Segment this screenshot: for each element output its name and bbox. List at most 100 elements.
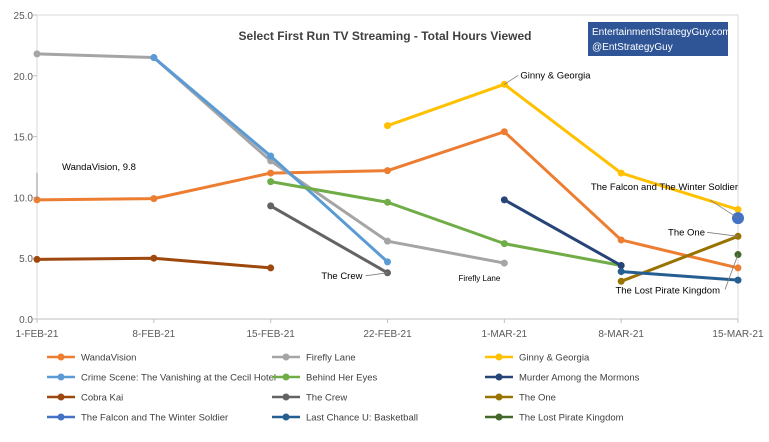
legend-swatch-marker: [282, 353, 290, 361]
data-point: [384, 167, 391, 175]
series-7: [267, 202, 391, 277]
title-area: Select First Run TV Streaming - Total Ho…: [239, 29, 532, 43]
data-point: [617, 277, 625, 285]
data-point: [150, 195, 158, 203]
series-3: [150, 54, 391, 266]
annotation-leader: [504, 74, 519, 85]
data-point: [267, 152, 275, 160]
x-tick-label: 15-MAR-21: [712, 329, 764, 340]
annotation-label: Firefly Lane: [459, 274, 501, 283]
annotation: The One: [668, 227, 739, 238]
legend-label: The Falcon and The Winter Soldier: [81, 413, 228, 424]
data-point: [33, 50, 41, 58]
legend-item: The Crew: [272, 393, 347, 404]
series-5: [500, 196, 625, 269]
data-point: [384, 198, 391, 206]
x-tick-label: 8-MAR-21: [598, 329, 644, 340]
legend-item: Crime Scene: The Vanishing at the Cecil …: [47, 373, 276, 384]
data-point: [500, 259, 508, 267]
data-point: [500, 240, 508, 248]
data-point: [33, 255, 41, 263]
data-point: [617, 169, 625, 177]
y-tick-label: 15.0: [14, 133, 34, 144]
data-point: [617, 236, 625, 244]
data-point: [384, 237, 391, 245]
legend-item: Cobra Kai: [47, 393, 123, 404]
legend-item: WandaVision: [47, 353, 136, 364]
legend-item: Ginny & Georgia: [485, 353, 590, 364]
legend-label: The Lost Pirate Kingdom: [519, 413, 624, 424]
x-tick-label: 22-FEB-21: [363, 329, 412, 340]
series-2: [384, 80, 742, 214]
axes: 0.0 5.0 10.0 15.0 20.0 25.0 1-FEB-21 8-FEB-21 15…: [14, 11, 764, 340]
y-tick-label: 20.0: [14, 72, 34, 83]
legend-label: The Crew: [306, 393, 347, 404]
data-point: [500, 196, 508, 204]
legend-item: The Lost Pirate Kingdom: [485, 413, 624, 424]
annotation-label: The One: [668, 227, 705, 238]
legend-swatch-marker: [57, 353, 65, 361]
legend-item: Firefly Lane: [272, 353, 356, 364]
series-line: [269, 204, 389, 275]
data-point: [267, 202, 275, 210]
legend-swatch-marker: [495, 413, 503, 421]
y-tick-label: 0.0: [19, 315, 33, 326]
legend-label: Crime Scene: The Vanishing at the Cecil …: [81, 373, 276, 384]
annotation: The Lost Pirate Kingdom: [615, 254, 739, 297]
chart-title: Select First Run TV Streaming - Total Ho…: [239, 29, 532, 43]
y-tick-label: 25.0: [14, 11, 34, 22]
series-6: [33, 254, 275, 272]
credit-badge: EntertainmentStrategyGuy.com @EntStrateg…: [588, 22, 731, 56]
legend-swatch-marker: [57, 413, 65, 421]
series-line: [621, 270, 739, 282]
legend-swatch-marker: [495, 353, 503, 361]
y-tick-label: 5.0: [19, 254, 33, 265]
y-tick-label: 10.0: [14, 193, 34, 204]
legend-swatch-marker: [282, 413, 290, 421]
legend-label: Ginny & Georgia: [519, 353, 590, 364]
credit-line-website: EntertainmentStrategyGuy.com: [592, 27, 731, 38]
series-line: [503, 198, 622, 267]
annotation-label: The Falcon and The Winter Soldier: [591, 182, 738, 193]
legend-item: The Falcon and The Winter Soldier: [47, 413, 228, 424]
legend-label: Last Chance U: Basketball: [306, 413, 418, 424]
data-point: [617, 261, 625, 269]
annotation: WandaVision, 9.8: [36, 162, 136, 200]
legend-label: Murder Among the Mormons: [519, 373, 640, 384]
annotation-label: The Lost Pirate Kingdom: [615, 286, 720, 297]
legend-label: Firefly Lane: [306, 353, 356, 364]
annotation-label: Ginny & Georgia: [520, 70, 591, 81]
legend-item: Behind Her Eyes: [272, 373, 378, 384]
data-point: [384, 258, 391, 266]
series-line: [386, 82, 739, 211]
legend-label: Cobra Kai: [81, 393, 123, 404]
annotation: The Crew: [321, 271, 388, 282]
legend-label: WandaVision: [81, 353, 136, 364]
legend-label: Behind Her Eyes: [306, 373, 378, 384]
legend-swatch-marker: [282, 393, 290, 401]
legend-swatch-marker: [495, 373, 503, 381]
credit-badge-background: [588, 22, 728, 56]
x-tick-label: 8-FEB-21: [132, 329, 175, 340]
annotations: WandaVision, 9.8 Ginny & Georgia The Falco…: [36, 70, 739, 297]
annotation-leader: [709, 199, 739, 219]
data-point: [734, 206, 742, 214]
data-point: [150, 54, 158, 62]
data-point: [734, 264, 742, 272]
data-point: [267, 264, 275, 272]
data-point: [267, 169, 275, 177]
series-0: [33, 128, 742, 272]
data-point: [617, 268, 625, 276]
annotation-label: WandaVision, 9.8: [62, 162, 136, 173]
data-point: [384, 122, 391, 130]
legend-item: The One: [485, 393, 556, 404]
series-10: [617, 268, 742, 284]
x-tick-label: 1-MAR-21: [482, 329, 528, 340]
legend-item: Last Chance U: Basketball: [272, 413, 418, 424]
annotation: Ginny & Georgia: [504, 70, 591, 85]
legend-swatch-marker: [57, 373, 65, 381]
data-point: [150, 254, 158, 262]
legend: WandaVision Firefly Lane Ginny & Georgia Cr…: [47, 353, 640, 424]
annotation-label: The Crew: [321, 271, 362, 282]
